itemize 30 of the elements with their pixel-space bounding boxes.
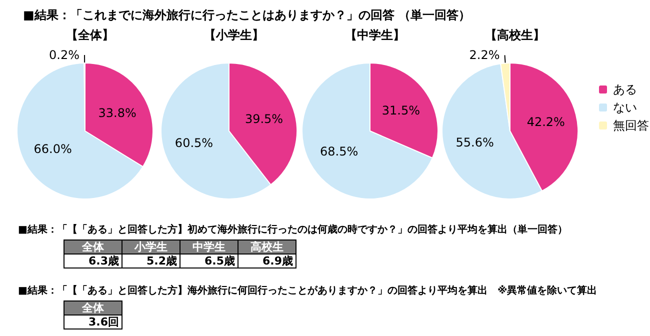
category-label: 小学生 xyxy=(134,240,168,254)
text: 3.6回 xyxy=(88,316,119,328)
text: 6.5歳 xyxy=(204,254,235,268)
data-label: 55.6% xyxy=(456,135,494,150)
legend-label: ある xyxy=(613,82,637,96)
legend-label: 無回答 xyxy=(613,118,649,132)
category-label: 中学生 xyxy=(192,240,226,254)
data-label: 60.5% xyxy=(174,136,214,150)
slice-label: 【中学生】 xyxy=(345,28,405,42)
slice-label: 【高校生】 xyxy=(485,28,545,42)
category-label: 高校生 xyxy=(250,240,284,254)
data-label: 68.5% xyxy=(320,144,358,158)
category-label: 全体 xyxy=(81,302,105,314)
data-label: 0.2% xyxy=(49,48,80,62)
slice-label: 【小学生】 xyxy=(204,28,264,42)
text: ■結果：「【「ある」と回答した方】海外旅行に何回行ったことがありますか？」の回答より平均を算出 ※異常値を除いて算出 xyxy=(18,284,598,296)
data-label: 33.8% xyxy=(98,106,136,120)
data-label: 39.5% xyxy=(244,112,284,126)
data-label: 42.2% xyxy=(526,115,565,130)
data-label: 31.5% xyxy=(382,104,420,118)
text: ■結果：「【「ある」と回答した方】初めて海外旅行に行ったのは何歳の時ですか？」の回答より平均を算出（単一回答） xyxy=(18,224,568,236)
text: 6.3歳 xyxy=(88,254,119,268)
slice-label: 【全体】 xyxy=(66,28,114,42)
text: 5.2歳 xyxy=(146,254,177,268)
legend-label: ない xyxy=(613,100,637,114)
text: 6.9歳 xyxy=(262,254,293,268)
data-label: 2.2% xyxy=(469,48,500,62)
category-label: 全体 xyxy=(81,240,105,254)
chart-title: ■結果：「これまでに海外旅行に行ったことはありますか？」の回答 （単一回答） xyxy=(23,8,471,22)
data-label: 66.0% xyxy=(34,142,72,156)
